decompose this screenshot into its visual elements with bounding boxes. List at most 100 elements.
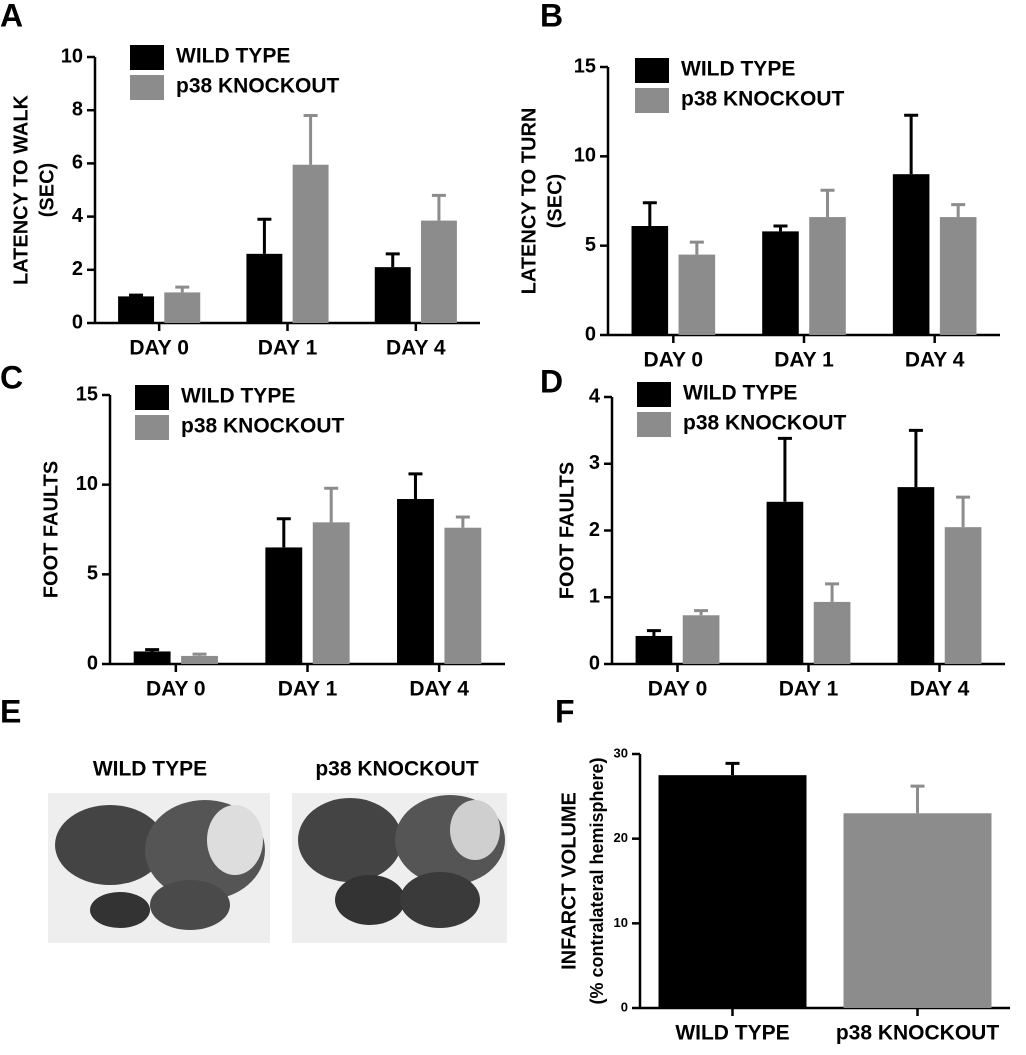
- brain-shape: [400, 872, 480, 928]
- error-bar: [145, 648, 160, 652]
- error-bar: [908, 428, 923, 488]
- image-label: p38 KNOCKOUT: [315, 758, 479, 781]
- y-tick-label: 15: [574, 55, 596, 77]
- y-tick-label: 0: [585, 323, 596, 345]
- y-tick-label: 2: [72, 258, 83, 280]
- error-bar: [276, 517, 291, 548]
- y-tick-label: 2: [589, 519, 600, 541]
- y-tick-label: 30: [614, 745, 628, 760]
- error-bar: [175, 285, 190, 293]
- bar: [939, 217, 977, 335]
- panel-e: E WILD TYPE p38 KNOCKOUT: [0, 693, 507, 943]
- panel-letter: B: [540, 0, 563, 33]
- y-tick-label: 8: [72, 98, 83, 120]
- bar: [897, 487, 935, 664]
- error-bar: [303, 114, 318, 165]
- legend-swatch: [130, 75, 164, 100]
- error-bar: [825, 582, 840, 602]
- legend-label: WILD TYPE: [176, 45, 290, 68]
- bar: [118, 296, 155, 323]
- infarct: [450, 800, 500, 860]
- error-bar: [777, 436, 792, 502]
- bar: [682, 615, 720, 664]
- x-tick-label: DAY 4: [905, 349, 965, 372]
- x-tick-label: DAY 0: [644, 349, 704, 372]
- y-tick-label: 5: [87, 563, 98, 585]
- legend-swatch: [635, 58, 669, 83]
- y-tick-label: 10: [614, 915, 628, 930]
- y-tick-label: 0: [87, 652, 98, 674]
- infarct: [207, 805, 263, 875]
- error-bar: [956, 495, 971, 528]
- panel-letter: F: [555, 693, 575, 729]
- bar: [181, 655, 218, 664]
- bar: [265, 547, 303, 664]
- x-tick-label: DAY 0: [146, 678, 206, 701]
- panel-letter: C: [0, 359, 23, 395]
- error-bar: [431, 193, 446, 221]
- x-tick-label: DAY 1: [779, 678, 839, 701]
- x-tick-label: DAY 0: [648, 678, 708, 701]
- panel-letter: A: [0, 0, 23, 33]
- y-tick-label: 4: [72, 205, 84, 227]
- error-bar: [951, 203, 966, 218]
- y-axis-label: (SEC): [36, 163, 58, 217]
- bar: [658, 775, 807, 1008]
- bar: [813, 601, 851, 664]
- error-bar: [455, 515, 470, 528]
- x-tick-label: DAY 4: [386, 337, 446, 360]
- y-tick-label: 0: [589, 652, 600, 674]
- bar: [397, 499, 434, 664]
- legend-label: p38 KNOCKOUT: [181, 415, 345, 438]
- bar: [312, 522, 350, 664]
- y-tick-label: 15: [76, 383, 98, 405]
- legend-label: WILD TYPE: [181, 385, 295, 408]
- y-axis-label: LATENCY TO TURN: [518, 108, 540, 295]
- error-bar: [689, 240, 704, 255]
- error-bar: [904, 113, 919, 175]
- error-bar: [257, 217, 272, 254]
- legend-label: p38 KNOCKOUT: [176, 75, 340, 98]
- x-tick-label: WILD TYPE: [675, 1022, 789, 1045]
- y-axis-label: INFARCT VOLUME: [558, 792, 580, 970]
- y-axis-label: FOOT FAULTS: [556, 462, 578, 599]
- bar: [420, 220, 457, 323]
- error-bar: [192, 652, 207, 656]
- y-axis-label: FOOT FAULTS: [40, 461, 62, 598]
- x-tick-label: DAY 1: [278, 678, 338, 701]
- brain-shape: [150, 880, 230, 930]
- bar: [292, 164, 329, 323]
- brain-shape: [90, 892, 150, 928]
- y-tick-label: 10: [61, 45, 83, 67]
- legend-swatch: [135, 415, 169, 440]
- bar: [133, 651, 171, 664]
- bar: [164, 292, 201, 323]
- x-tick-label: p38 KNOCKOUT: [836, 1022, 1000, 1045]
- bar: [631, 226, 669, 335]
- legend-swatch: [130, 45, 164, 70]
- bar: [444, 527, 482, 664]
- error-bar: [324, 486, 339, 523]
- y-axis-label: LATENCY TO WALK: [10, 94, 32, 285]
- legend-label: p38 KNOCKOUT: [681, 88, 845, 111]
- legend-swatch: [135, 385, 169, 410]
- bar: [766, 501, 804, 664]
- x-tick-label: DAY 1: [774, 349, 834, 372]
- error-bar: [408, 472, 423, 500]
- y-tick-label: 3: [589, 452, 600, 474]
- legend-swatch: [637, 412, 671, 437]
- panel-letter: E: [0, 693, 21, 729]
- bar: [678, 254, 716, 335]
- x-tick-label: DAY 0: [129, 337, 189, 360]
- x-tick-label: DAY 4: [910, 678, 970, 701]
- y-axis-label: (SEC): [544, 174, 566, 228]
- legend-swatch: [637, 382, 671, 407]
- error-bar: [642, 201, 657, 227]
- bar: [762, 231, 799, 335]
- y-tick-label: 4: [589, 385, 601, 407]
- legend-label: WILD TYPE: [683, 382, 797, 405]
- bar: [809, 217, 846, 335]
- legend-swatch: [635, 88, 669, 113]
- bar: [374, 267, 411, 323]
